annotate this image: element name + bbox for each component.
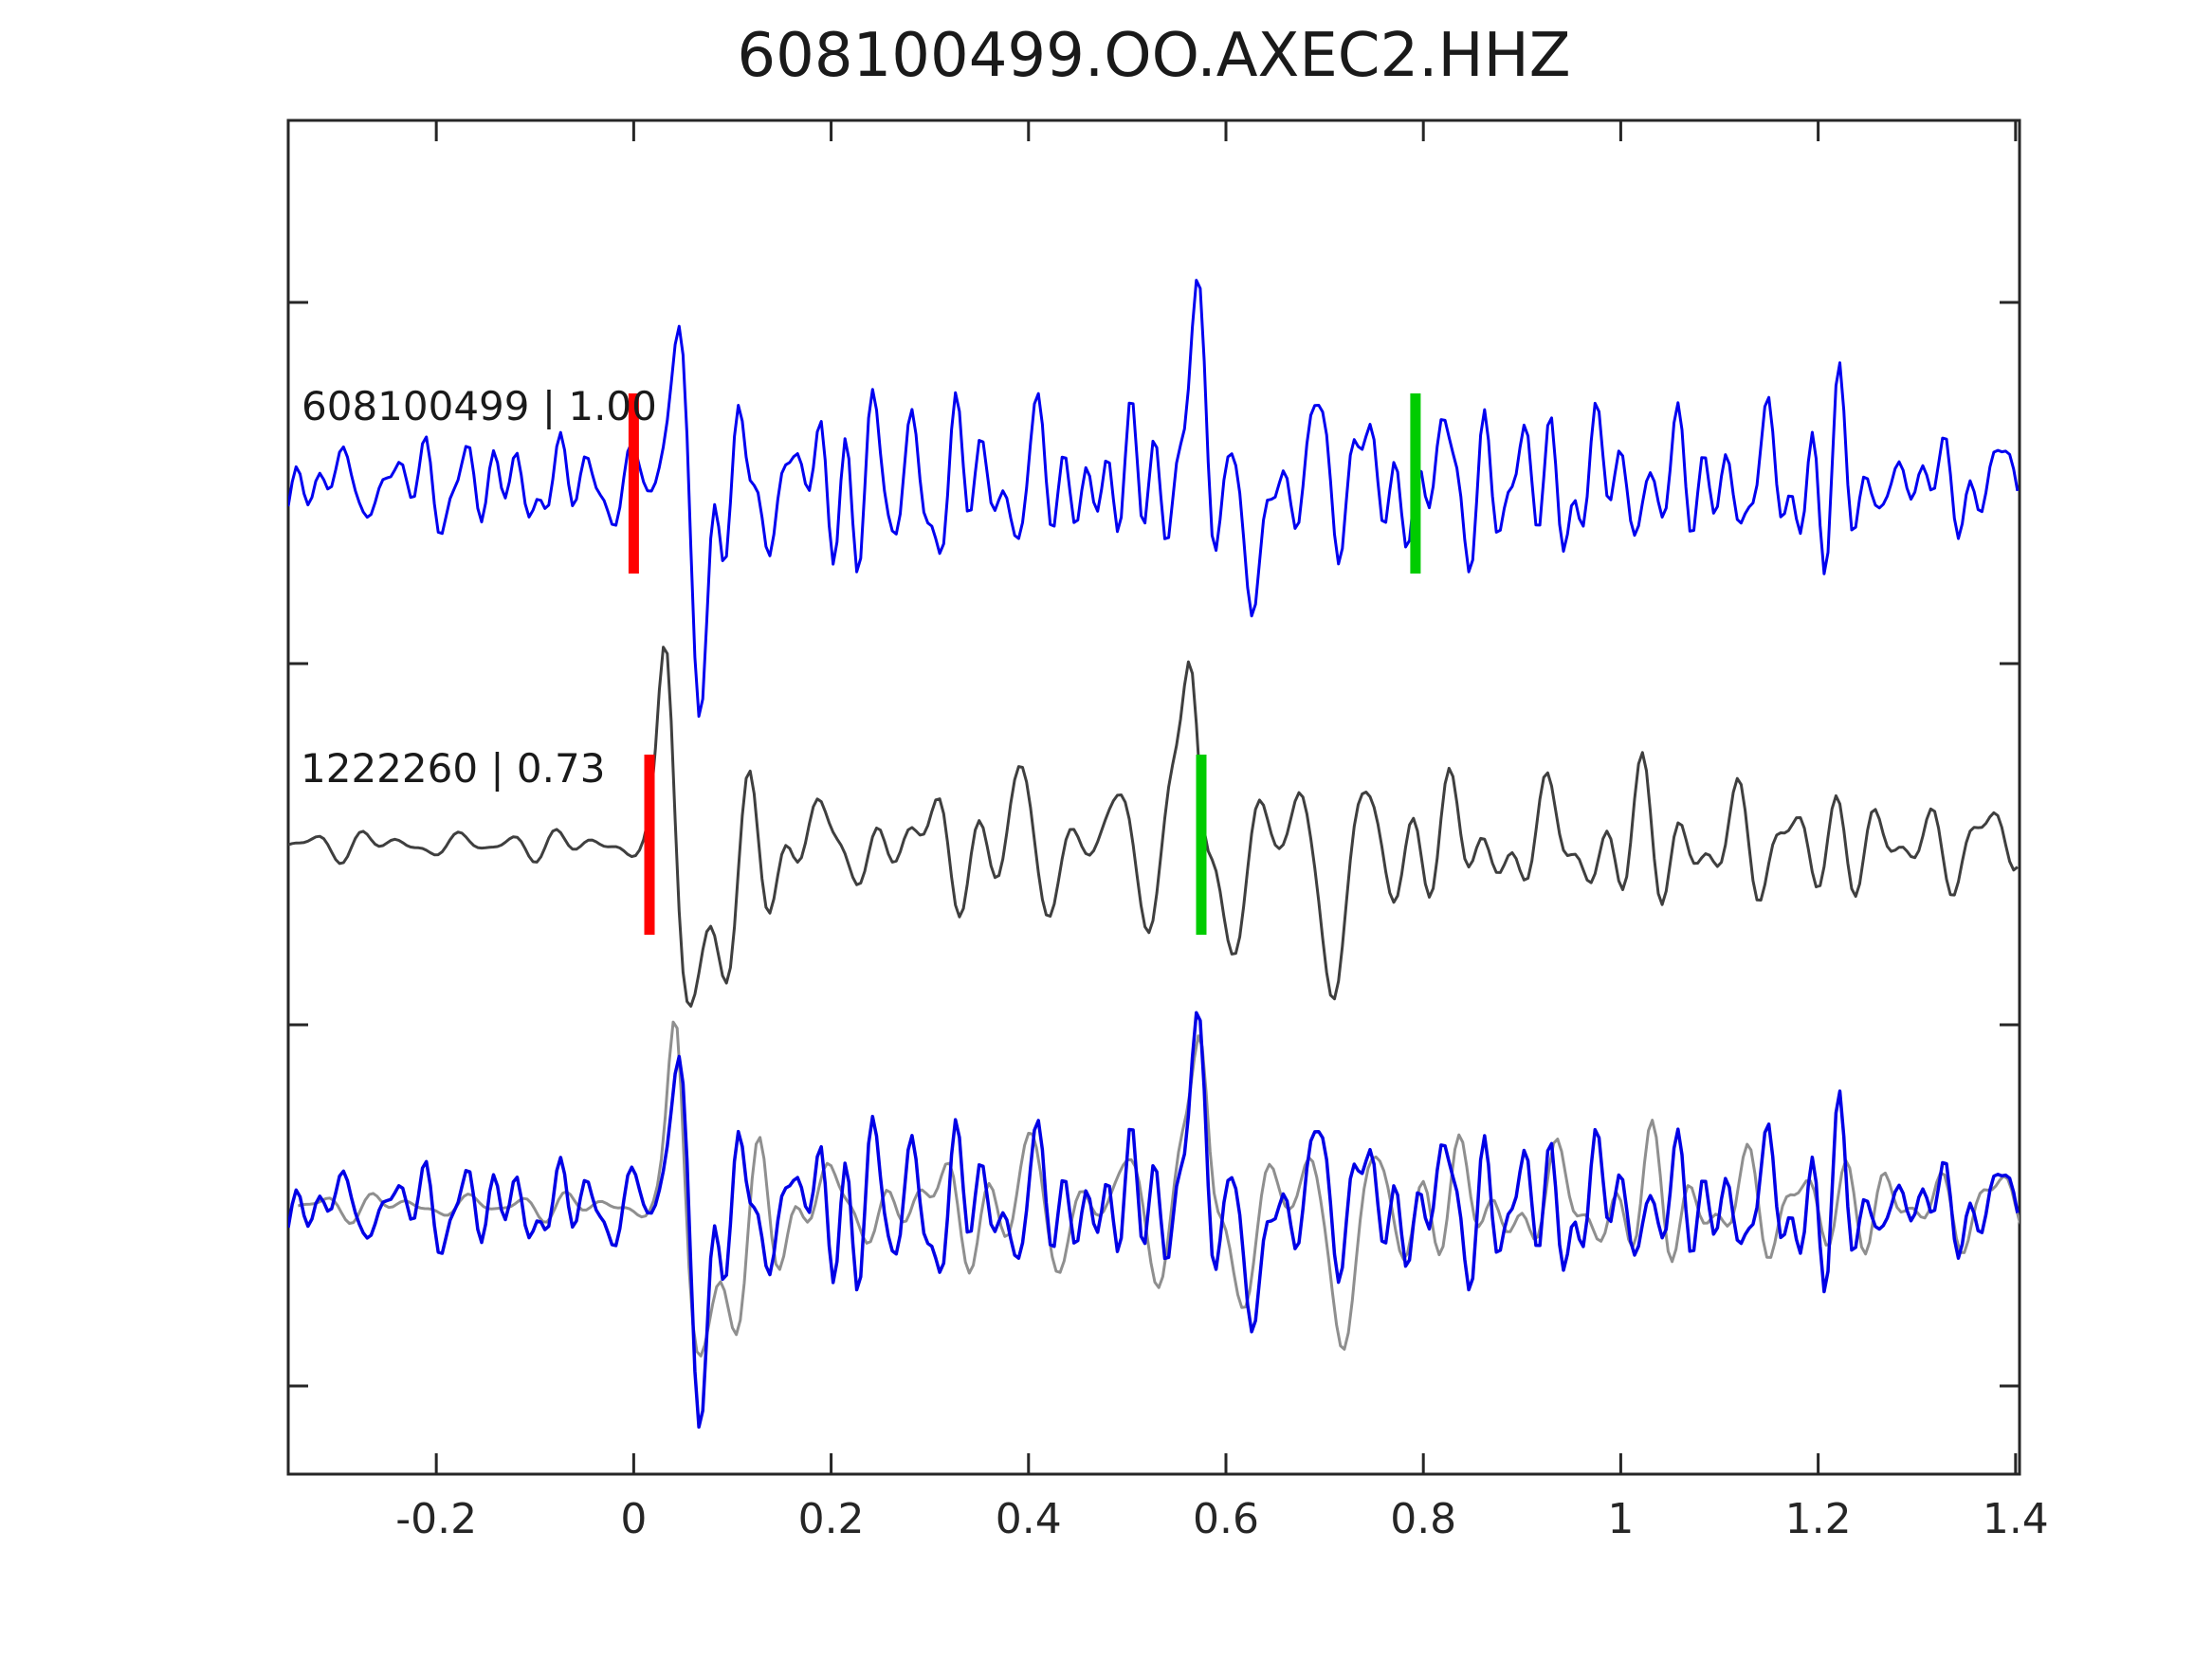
detection-label: 608100499 | 1.00	[302, 383, 657, 429]
x-tick-label: 1.2	[1785, 1495, 1852, 1543]
red-pick-marker	[628, 393, 639, 574]
green-pick-marker	[1196, 755, 1207, 935]
x-tick-label: 0	[620, 1495, 647, 1543]
x-tick-label: 0.2	[798, 1495, 865, 1543]
overlay-template-trace	[298, 1020, 2020, 1358]
x-tick-label: 0.4	[996, 1495, 1062, 1543]
x-tick-label: 0.6	[1193, 1495, 1259, 1543]
template-trace	[288, 646, 2019, 1008]
axes-frame	[286, 118, 2021, 1476]
x-tick-label: 1	[1607, 1495, 1634, 1543]
x-tick-label: 1.4	[1983, 1495, 2049, 1543]
pick-markers	[628, 393, 1421, 935]
x-tick-label: 0.8	[1390, 1495, 1456, 1543]
red-pick-marker	[644, 755, 655, 935]
green-pick-marker	[1410, 393, 1421, 574]
chart-title: 608100499.OO.AXEC2.HHZ	[737, 21, 1570, 91]
template-label: 1222260 | 0.73	[301, 745, 605, 792]
x-tick-label: -0.2	[395, 1495, 477, 1543]
overlay-detection-trace	[288, 1011, 2020, 1430]
plot-border	[286, 118, 2021, 1476]
traces	[288, 279, 2020, 1430]
detection-trace	[288, 279, 2020, 719]
